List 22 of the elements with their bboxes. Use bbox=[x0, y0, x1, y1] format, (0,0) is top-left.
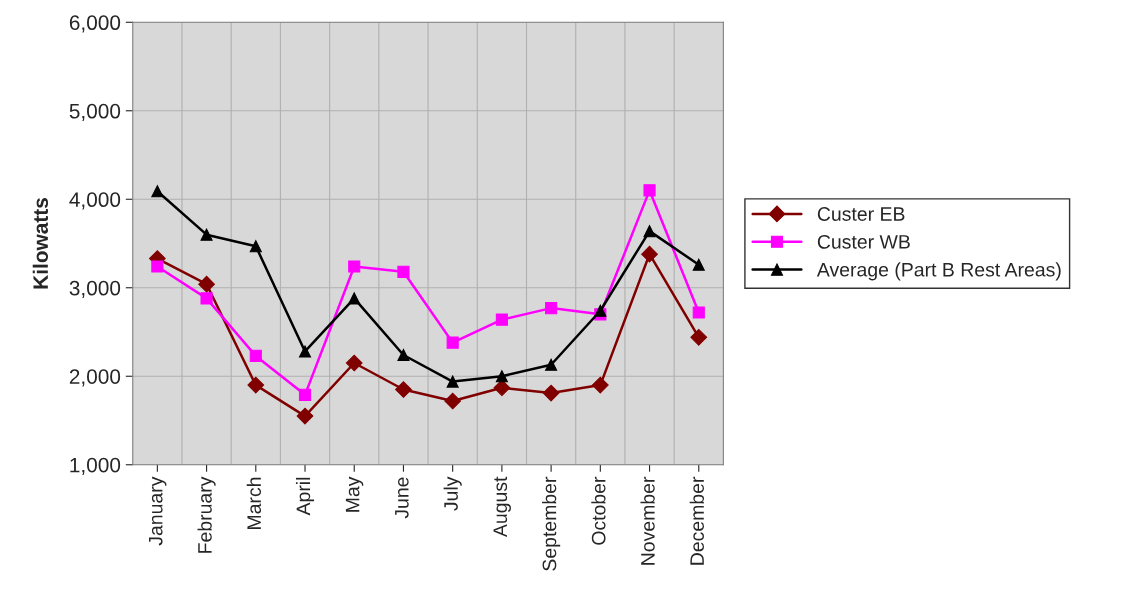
y-tick-label: 1,000 bbox=[70, 457, 121, 475]
x-tick-label: May bbox=[345, 476, 364, 512]
x-tick-label: April bbox=[295, 477, 315, 516]
y-tick-label: 2,000 bbox=[69, 369, 121, 387]
legend-label: Average (Part B Rest Areas) bbox=[816, 262, 1061, 281]
x-tick-label: August bbox=[493, 476, 511, 538]
x-tick-label: February bbox=[197, 476, 216, 553]
x-tick-label: October bbox=[591, 476, 606, 545]
y-tick-label: 6,000 bbox=[69, 15, 121, 33]
x-tick-label: June bbox=[395, 477, 409, 519]
y-tick-label: 4,000 bbox=[69, 192, 121, 210]
legend-label: Custer WB bbox=[817, 234, 910, 249]
y-tick-label: 3,000 bbox=[69, 280, 121, 298]
x-tick-label: July bbox=[443, 476, 462, 511]
y-tick-label: 5,000 bbox=[69, 103, 121, 121]
x-tick-label: January bbox=[149, 476, 167, 546]
x-tick-label: November bbox=[640, 476, 655, 565]
x-tick-label: September bbox=[542, 476, 561, 571]
y-axis-title: Kilowatts bbox=[32, 198, 49, 289]
legend-label: Custer EB bbox=[817, 207, 905, 221]
x-tick-label: March bbox=[246, 477, 262, 529]
x-tick-label: December bbox=[689, 476, 704, 565]
